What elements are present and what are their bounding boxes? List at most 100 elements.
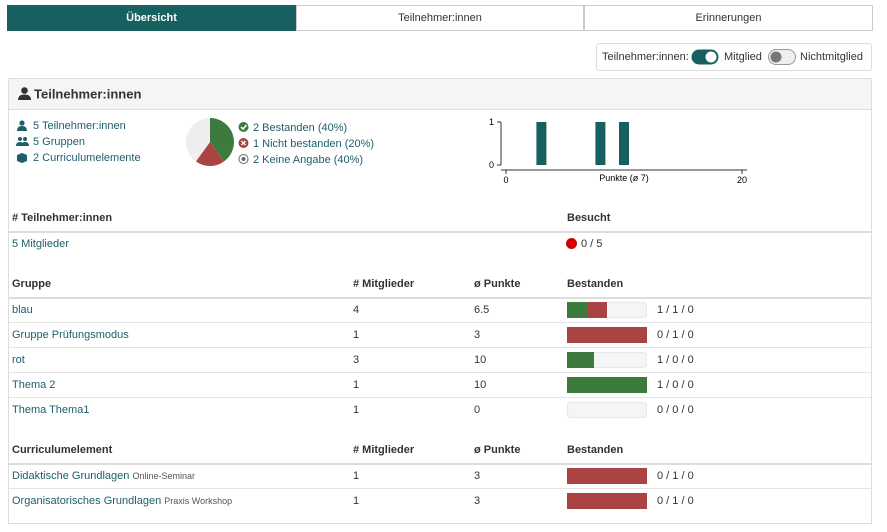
bar [536,122,547,165]
cell: 3 [353,354,360,366]
toggle-option: Nichtmitglied [800,51,863,63]
name: Gruppe Prüfungsmodus [12,329,129,341]
cell[interactable]: Didaktische Grundlagen Online-Seminar [12,470,195,482]
cell: 0 [474,404,481,416]
progress-segment [567,352,594,368]
column-header: # Mitglieder [353,278,415,290]
column-header: ø Punkte [474,444,521,456]
column-header: Besucht [567,212,611,224]
progress-segment [567,377,647,393]
name: blau [12,304,33,316]
cell[interactable]: blau [12,304,33,316]
separator [8,463,872,465]
cell: 0 / 1 / 0 [657,470,694,482]
progress-segment [567,327,647,343]
cell: 3 [474,329,481,341]
bar [595,122,606,165]
cell[interactable]: Thema Thema1 [12,404,89,416]
x-tick-label: 20 [737,175,747,185]
legend-icons [238,122,249,164]
cell: 1 [353,470,360,482]
toggle-option: Mitglied [724,51,762,63]
progress-segment [567,468,647,484]
cell: 1 / 0 / 0 [657,354,694,366]
column-header: Bestanden [567,278,624,290]
column-header: Bestanden [567,444,624,456]
cell: 1 / 0 / 0 [657,379,694,391]
cell: 1 [353,379,360,391]
x-tick-label: 0 [503,175,508,185]
cell[interactable]: Thema 2 [12,379,55,391]
cell: 0 / 1 / 0 [657,495,694,507]
cell[interactable]: Organisatorisches Grundlagen Praxis Work… [12,495,232,507]
name: Didaktische Grundlagen [12,470,130,482]
cell: 3 [474,470,481,482]
separator [8,231,872,233]
cell[interactable]: 5 Mitglieder [12,238,69,250]
y-tick-label: 0 [489,160,494,170]
column-header: # Mitglieder [353,444,415,456]
toggle-on[interactable] [691,49,719,65]
separator [8,297,872,299]
pie-slice [210,118,234,162]
panel-title: Teilnehmer:innen [34,86,142,102]
separator [8,488,872,489]
column-header: ø Punkte [474,278,521,290]
cell: 1 [353,495,360,507]
column-header: Curriculumelement [12,444,113,456]
name: Thema Thema1 [12,404,90,416]
cell: 1 / 1 / 0 [657,304,694,316]
cell: 0 / 1 / 0 [657,329,694,341]
column-header: # Teilnehmer:innen [12,212,113,224]
status-dot [566,238,577,249]
legend-item: 2 Bestanden (40%) [253,122,348,134]
cell[interactable]: rot [12,354,25,366]
cell: 6.5 [474,304,490,316]
subtitle: Praxis Workshop [164,496,233,506]
pie-slice [195,142,225,166]
tab[interactable]: Erinnerungen [584,5,873,31]
cell: 4 [353,304,360,316]
cell: 10 [474,379,487,391]
pie-slice [186,118,210,162]
name: Thema 2 [12,379,56,391]
legend-item: 1 Nicht bestanden (20%) [253,138,375,150]
subtitle: Online-Seminar [132,471,195,481]
panel [8,78,872,524]
name: rot [12,354,25,366]
cell: 0 / 5 [581,238,603,250]
name: Organisatorisches Grundlagen [12,495,162,507]
cell: 0 / 0 / 0 [657,404,694,416]
cell: 3 [474,495,481,507]
pie-chart [186,118,234,166]
bar [619,122,629,165]
separator [8,322,872,323]
y-tick-label: 1 [489,117,494,127]
cell[interactable]: Gruppe Prüfungsmodus [12,329,129,341]
cell: 1 [353,404,360,416]
summary-icons [16,120,29,163]
separator [8,372,872,373]
toggle-off[interactable] [768,49,796,65]
progress-segment [587,302,607,318]
progress-segment [567,493,647,509]
summary-item[interactable]: 5 Teilnehmer:innen [33,120,126,132]
summary-item[interactable]: 5 Gruppen [33,136,85,148]
summary-item[interactable]: 2 Curriculumelemente [33,152,141,164]
cell: 10 [474,354,487,366]
separator [8,347,872,348]
legend-item: 2 Keine Angabe (40%) [253,154,364,166]
user-icon [18,87,31,100]
separator [8,397,872,398]
panel-header [9,79,871,110]
toggle-box [596,43,872,71]
column-header: Gruppe [12,278,52,290]
x-axis-label: Punkte (ø 7) [599,173,649,183]
progress-segment [567,302,587,318]
tab[interactable]: Teilnehmer:innen [296,5,584,31]
cell: 1 [353,329,360,341]
progress-track [567,402,647,418]
tab[interactable]: Übersicht [7,5,296,31]
